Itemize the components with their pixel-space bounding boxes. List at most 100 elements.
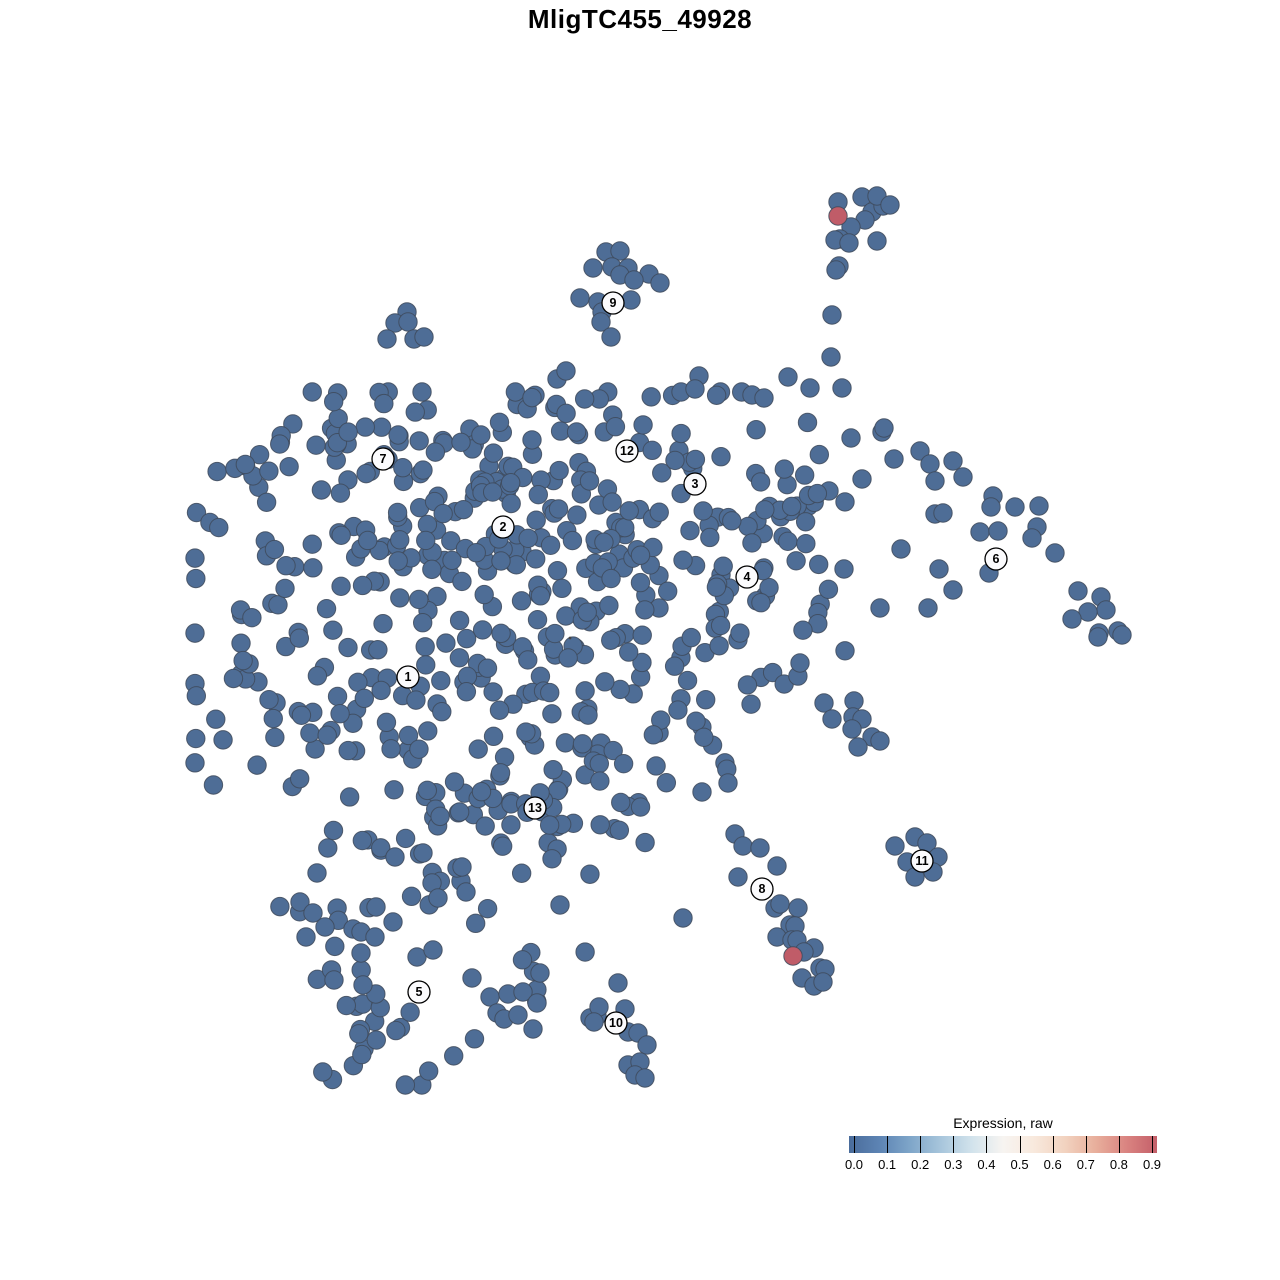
data-point bbox=[414, 327, 434, 347]
data-point bbox=[693, 501, 713, 521]
data-point bbox=[750, 472, 771, 492]
data-point bbox=[270, 896, 290, 917]
data-point bbox=[527, 610, 548, 630]
data-point bbox=[291, 705, 312, 725]
data-point bbox=[483, 726, 504, 747]
data-point bbox=[832, 378, 852, 398]
data-point bbox=[415, 637, 435, 657]
data-point bbox=[213, 730, 233, 750]
data-point bbox=[264, 539, 285, 560]
data-point bbox=[610, 241, 630, 261]
legend-tick bbox=[986, 1136, 988, 1153]
data-point bbox=[584, 1012, 604, 1032]
data-point-high-expression bbox=[783, 946, 803, 966]
data-point bbox=[550, 895, 570, 915]
data-point bbox=[643, 725, 664, 745]
data-point bbox=[500, 473, 521, 493]
data-point bbox=[635, 832, 655, 853]
data-point bbox=[276, 556, 296, 576]
data-point bbox=[646, 756, 666, 776]
data-point bbox=[601, 568, 621, 589]
data-point bbox=[750, 838, 770, 858]
cluster-label-6: 6 bbox=[984, 547, 1008, 571]
data-point bbox=[436, 633, 456, 653]
data-point bbox=[416, 655, 436, 675]
data-point bbox=[741, 694, 761, 714]
data-point bbox=[491, 623, 511, 644]
data-point bbox=[988, 521, 1008, 541]
data-point bbox=[822, 305, 842, 325]
data-point bbox=[471, 425, 491, 445]
plot-title: MligTC455_49928 bbox=[527, 4, 753, 34]
data-point bbox=[366, 897, 386, 917]
data-point bbox=[511, 863, 532, 883]
cluster-label-text: 13 bbox=[528, 801, 542, 815]
data-point bbox=[331, 576, 351, 597]
data-point bbox=[754, 388, 774, 408]
data-point bbox=[852, 469, 872, 489]
data-point bbox=[577, 602, 597, 622]
data-point bbox=[313, 1062, 333, 1082]
legend-tick bbox=[953, 1136, 955, 1153]
cluster-label-circle bbox=[407, 980, 431, 1004]
data-point bbox=[552, 578, 572, 599]
data-point bbox=[501, 493, 521, 514]
data-point bbox=[637, 1035, 657, 1055]
data-point bbox=[770, 894, 790, 914]
data-point bbox=[664, 656, 685, 676]
data-point bbox=[540, 682, 560, 703]
data-point bbox=[579, 471, 600, 491]
data-point bbox=[474, 584, 494, 605]
data-point bbox=[456, 682, 477, 702]
data-point bbox=[395, 1075, 416, 1095]
data-point bbox=[718, 773, 738, 793]
data-point bbox=[762, 662, 783, 683]
data-point bbox=[700, 527, 720, 548]
data-point bbox=[456, 628, 477, 649]
legend-tick bbox=[887, 1136, 889, 1153]
data-point bbox=[209, 517, 229, 538]
data-point bbox=[283, 414, 303, 434]
data-point bbox=[352, 1044, 372, 1065]
data-point bbox=[303, 558, 323, 578]
data-point bbox=[433, 503, 453, 524]
data-point bbox=[374, 393, 394, 414]
data-point bbox=[468, 739, 488, 759]
data-point bbox=[523, 1019, 543, 1039]
data-point bbox=[477, 898, 498, 919]
data-point bbox=[1022, 528, 1042, 548]
data-point bbox=[685, 449, 706, 470]
data-point bbox=[692, 782, 712, 802]
data-point bbox=[371, 838, 391, 858]
data-point bbox=[710, 615, 731, 636]
data-point bbox=[641, 387, 661, 407]
cluster-label-text: 4 bbox=[744, 570, 751, 584]
data-point bbox=[885, 836, 905, 856]
legend-gradient-bar bbox=[849, 1136, 1157, 1153]
data-point bbox=[526, 549, 546, 569]
data-point bbox=[685, 379, 705, 399]
data-point bbox=[465, 913, 486, 934]
data-point bbox=[400, 1002, 420, 1022]
data-point bbox=[610, 679, 630, 700]
data-point bbox=[207, 461, 227, 482]
data-point bbox=[373, 613, 393, 634]
data-point bbox=[416, 530, 436, 551]
data-point bbox=[570, 288, 590, 308]
data-point bbox=[449, 802, 470, 822]
data-point bbox=[483, 443, 504, 463]
data-point bbox=[867, 231, 887, 251]
data-point bbox=[630, 572, 651, 593]
data-point bbox=[609, 820, 630, 840]
data-point bbox=[371, 417, 392, 437]
data-point bbox=[186, 728, 206, 749]
cluster-label-text: 6 bbox=[993, 552, 1000, 566]
data-point bbox=[185, 548, 205, 568]
data-point bbox=[822, 709, 842, 729]
legend-tick-label: 0.7 bbox=[1076, 1157, 1095, 1172]
data-point bbox=[302, 534, 322, 554]
data-point bbox=[542, 704, 562, 724]
tiny-point bbox=[568, 636, 572, 640]
data-point bbox=[311, 480, 332, 500]
